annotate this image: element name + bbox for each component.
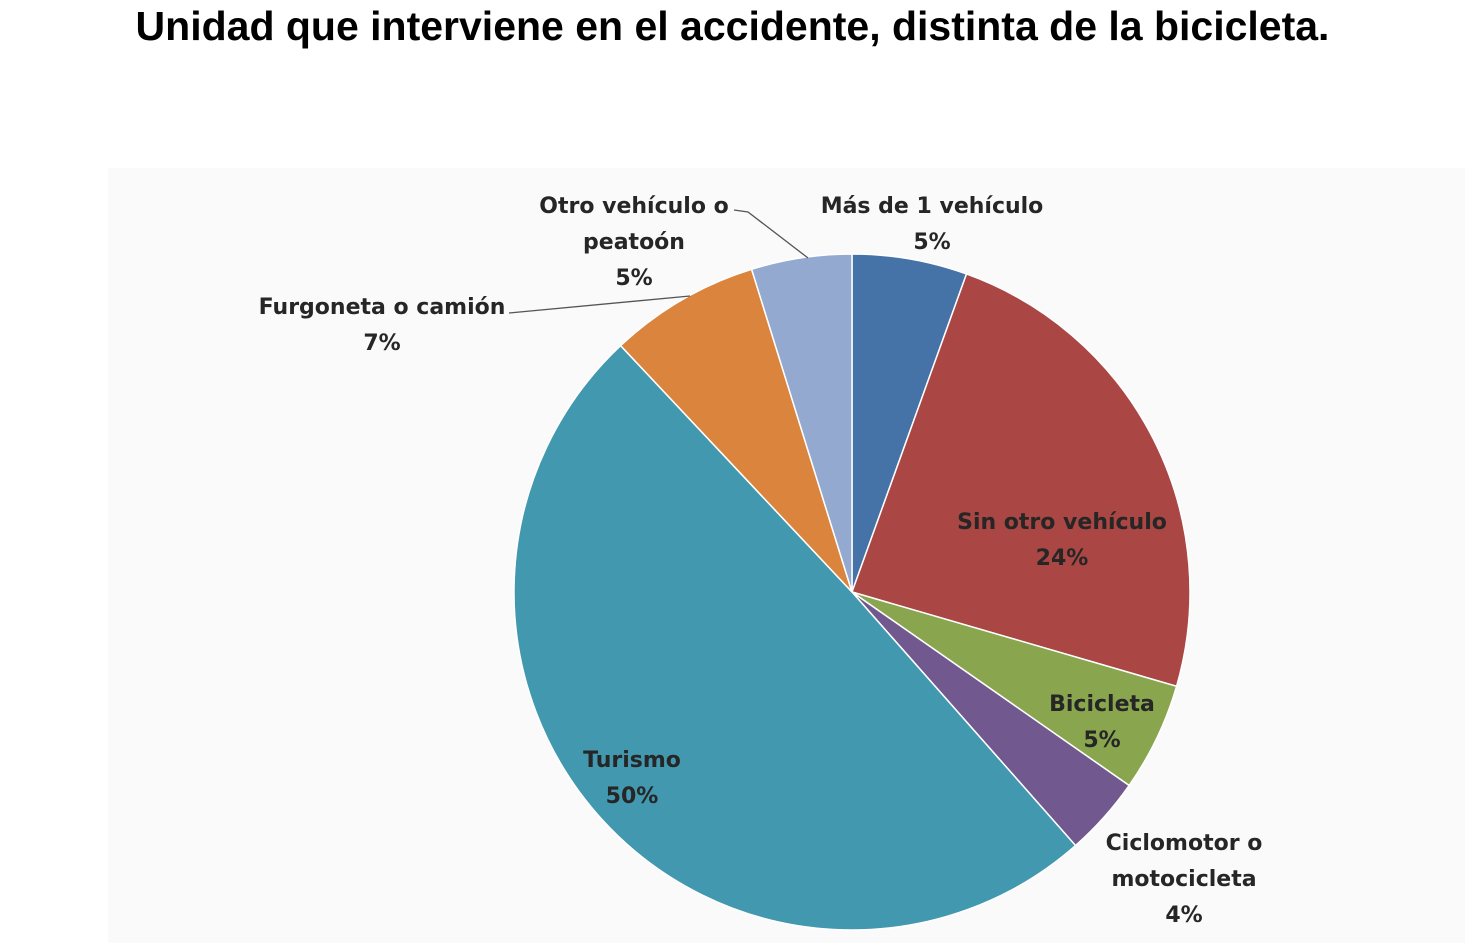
slice-name: Otro vehículo o (539, 194, 728, 219)
slice-name: Sin otro vehículo (957, 510, 1167, 535)
slice-percent: 5% (913, 230, 950, 255)
slice-percent: 5% (1083, 728, 1120, 753)
slice-percent: 7% (363, 331, 400, 356)
slice-name: Más de 1 vehículo (821, 194, 1044, 219)
pie-slice-7 (750, 253, 853, 593)
slice-label-3: Bicicleta 5% (1049, 692, 1155, 753)
slice-name: Bicicleta (1049, 692, 1155, 717)
slice-percent: 24% (1036, 546, 1089, 571)
slice-percent: 50% (606, 784, 659, 809)
slice-labels: Más de 1 vehículo 5% Sin otro vehículo 24% B… (259, 194, 1263, 928)
slice-label-1: Más de 1 vehículo 5% (821, 194, 1044, 255)
slice-label-7: Otro vehículo o peatoón 5% (539, 194, 728, 291)
pie-slice-6 (619, 268, 853, 593)
leader-line-6 (508, 295, 691, 314)
slice-percent: 4% (1165, 903, 1202, 928)
leader-lines (508, 209, 809, 314)
slice-name: motocicleta (1111, 867, 1256, 892)
slice-name: peatoón (583, 230, 685, 255)
pie-slice-5 (513, 344, 1077, 931)
chart-title: Unidad que interviene en el accidente, d… (135, 3, 1330, 49)
slice-label-6: Furgoneta o camión 7% (259, 295, 506, 356)
pie-slices (513, 253, 1191, 931)
slice-label-4: Ciclomotor o motocicleta 4% (1106, 831, 1263, 928)
pie-slice-2 (851, 273, 1191, 688)
slice-name: Ciclomotor o (1106, 831, 1263, 856)
slice-label-5: Turismo 50% (583, 748, 681, 809)
slice-label-2: Sin otro vehículo 24% (957, 510, 1167, 571)
leader-line-7 (733, 209, 809, 259)
slice-percent: 5% (615, 266, 652, 291)
slice-name: Turismo (583, 748, 681, 773)
slice-name: Furgoneta o camión (259, 295, 506, 320)
